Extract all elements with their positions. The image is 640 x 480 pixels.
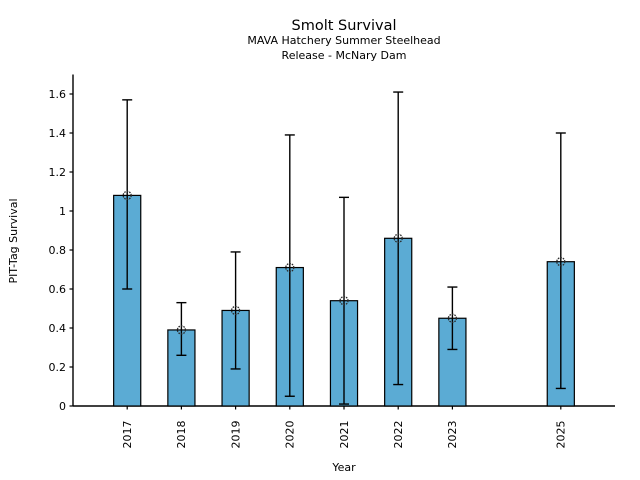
chart-title: Smolt Survival bbox=[292, 18, 397, 34]
chart-subtitle-line2: Release - McNary Dam bbox=[282, 49, 407, 62]
marker-2020 bbox=[285, 262, 295, 273]
y-tick-label-1: 1 bbox=[59, 205, 66, 218]
plot-area: 0 0.2 0.4 0.6 0.8 1 1.2 1.4 1.6 2017 2018 2019 2020 2… bbox=[49, 74, 615, 449]
y-tick-label-0.6: 0.6 bbox=[49, 283, 67, 296]
y-tick-label-1.6: 1.6 bbox=[49, 88, 67, 101]
marker-2022 bbox=[393, 233, 403, 243]
y-tick-label-0.2: 0.2 bbox=[49, 361, 67, 374]
marker-2018 bbox=[176, 325, 187, 335]
chart-subtitle-line1: MAVA Hatchery Summer Steelhead bbox=[247, 34, 440, 47]
marker-2019 bbox=[230, 305, 241, 316]
x-tick-label-2021: 2021 bbox=[338, 421, 351, 449]
y-tick-label-0.4: 0.4 bbox=[49, 322, 67, 335]
y-tick-label-1.4: 1.4 bbox=[49, 127, 67, 140]
marker-2025 bbox=[556, 257, 566, 267]
marker-2017 bbox=[122, 190, 132, 201]
x-tick-label-2017: 2017 bbox=[121, 421, 134, 449]
marker-2021 bbox=[339, 296, 349, 306]
x-tick-label-2020: 2020 bbox=[284, 421, 297, 449]
x-tick-label-2018: 2018 bbox=[175, 421, 188, 449]
x-tick-label-2023: 2023 bbox=[446, 421, 459, 449]
y-axis-label: PIT-Tag Survival bbox=[7, 198, 20, 283]
x-tick-label-2025: 2025 bbox=[555, 421, 568, 449]
y-tick-label-1.2: 1.2 bbox=[49, 166, 67, 179]
x-tick-label-2019: 2019 bbox=[229, 421, 242, 449]
x-axis-label: Year bbox=[331, 461, 356, 474]
marker-2023 bbox=[447, 313, 458, 323]
x-tick-label-2022: 2022 bbox=[392, 421, 405, 449]
y-tick-label-0: 0 bbox=[59, 400, 66, 413]
y-tick-label-0.8: 0.8 bbox=[49, 244, 67, 257]
